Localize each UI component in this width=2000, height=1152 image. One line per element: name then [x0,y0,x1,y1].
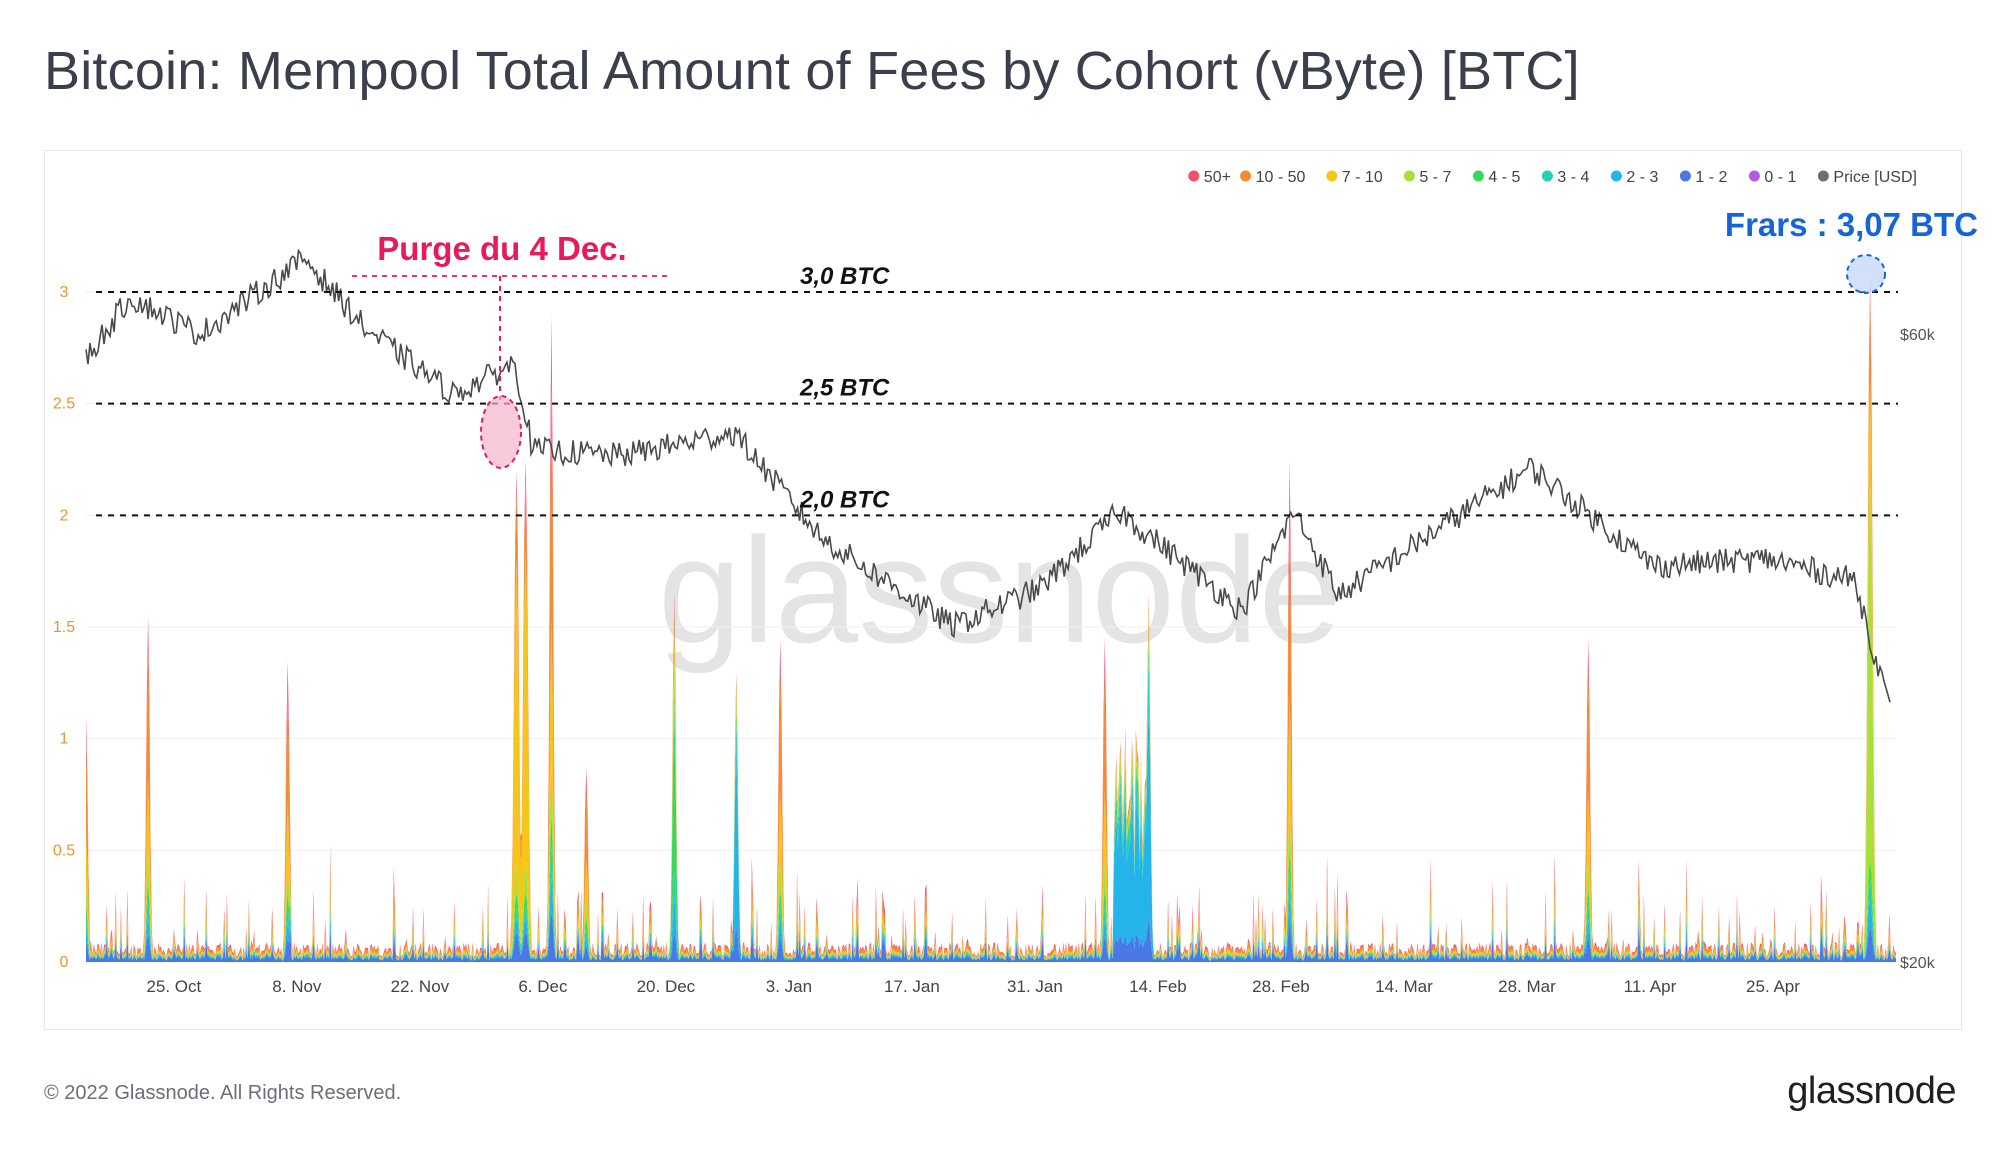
x-tick-label: 6. Dec [518,977,568,996]
x-tick-label: 11. Apr [1624,977,1677,996]
reference-lines: 3,0 BTC 2,5 BTC 2,0 BTC [96,263,1898,517]
reference-line-label: 2,5 BTC [799,375,890,402]
y-tick-label: 0.5 [53,842,75,859]
legend-label: 7 - 10 [1342,169,1383,186]
copyright-text: © 2022 Glassnode. All Rights Reserved. [44,1082,402,1104]
legend: Price [USD] 0 - 1 1 - 2 2 - 3 3 - 4 4 - 5 5 - … [1188,169,1917,186]
legend-label: Price [USD] [1833,169,1917,186]
y-tick-label: 0 [60,954,69,971]
y-tick-label: 3 [60,284,69,301]
legend-swatch [1610,170,1622,182]
x-tick-label: 20. Dec [637,977,696,996]
reference-line-label: 3,0 BTC [800,263,890,290]
glassnode-logo: glassnode [1787,1070,1956,1112]
purge-annotation-label: Purge du 4 Dec. [377,230,626,267]
purge-annotation-marker [480,395,522,469]
x-tick-label: 14. Feb [1129,977,1187,996]
legend-label: 1 - 2 [1695,169,1727,186]
y-tick-label: 1 [60,731,69,748]
x-tick-label: 31. Jan [1007,977,1063,996]
fee-area-4-5 [86,641,1896,961]
legend-label: 10 - 50 [1256,169,1306,186]
peak-annotation-marker [1846,254,1886,294]
legend-swatch [1748,170,1760,182]
x-tick-label: 8. Nov [272,977,322,996]
gridlines [86,291,1896,963]
y-tick-label: 1.5 [53,619,75,636]
page-title: Bitcoin: Mempool Total Amount of Fees by… [44,41,1580,101]
chart-frame [44,150,1962,1030]
fee-area-2-3 [86,696,1896,961]
x-tick-label: 17. Jan [884,977,940,996]
legend-label: 5 - 7 [1419,169,1451,186]
y-right-tick-label: $60k [1900,327,1936,344]
legend-swatch [1817,170,1829,182]
legend-swatch [1326,170,1338,182]
x-tick-label: 28. Mar [1498,977,1556,996]
legend-label: 4 - 5 [1488,169,1520,186]
fee-area-3-4 [86,659,1896,961]
x-tick-label: 3. Jan [766,977,812,996]
legend-label: 2 - 3 [1626,169,1658,186]
legend-swatch [1679,170,1691,182]
price-line-group [85,248,1891,703]
legend-label: 0 - 1 [1764,169,1796,186]
y-tick-label: 2.5 [53,396,75,413]
fee-area-1-2 [86,910,1896,962]
x-tick-label: 22. Nov [391,977,450,996]
y-right-tick-label: $20k [1900,955,1936,972]
legend-label: 3 - 4 [1557,169,1589,186]
legend-swatch [1188,170,1200,182]
x-tick-label: 25. Oct [146,977,201,996]
legend-swatch [1403,170,1415,182]
peak-annotation-label: Frars : 3,07 BTC [1725,206,1978,243]
reference-line-label: 2,0 BTC [799,486,890,513]
fee-areas [86,276,1896,962]
annotations: Purge du 4 Dec. Frars : 3,07 BTC [352,206,1978,469]
y-axis-left: 0 0.5 1 1.5 2 2.5 3 [53,284,75,971]
x-axis: 25. Oct 8. Nov 22. Nov 6. Dec 20. Dec 3. Jan 1… [146,977,1800,996]
x-tick-label: 25. Apr [1746,977,1800,996]
x-tick-label: 28. Feb [1252,977,1310,996]
price-line [85,248,1891,703]
legend-swatch [1541,170,1553,182]
watermark-text: glassnode [658,506,1342,674]
y-tick-label: 2 [60,507,69,524]
legend-swatch [1240,170,1252,182]
legend-swatch [1472,170,1484,182]
x-tick-label: 14. Mar [1375,977,1433,996]
legend-label: 50+ [1204,169,1231,186]
y-axis-right: $20k $60k [1900,327,1936,972]
